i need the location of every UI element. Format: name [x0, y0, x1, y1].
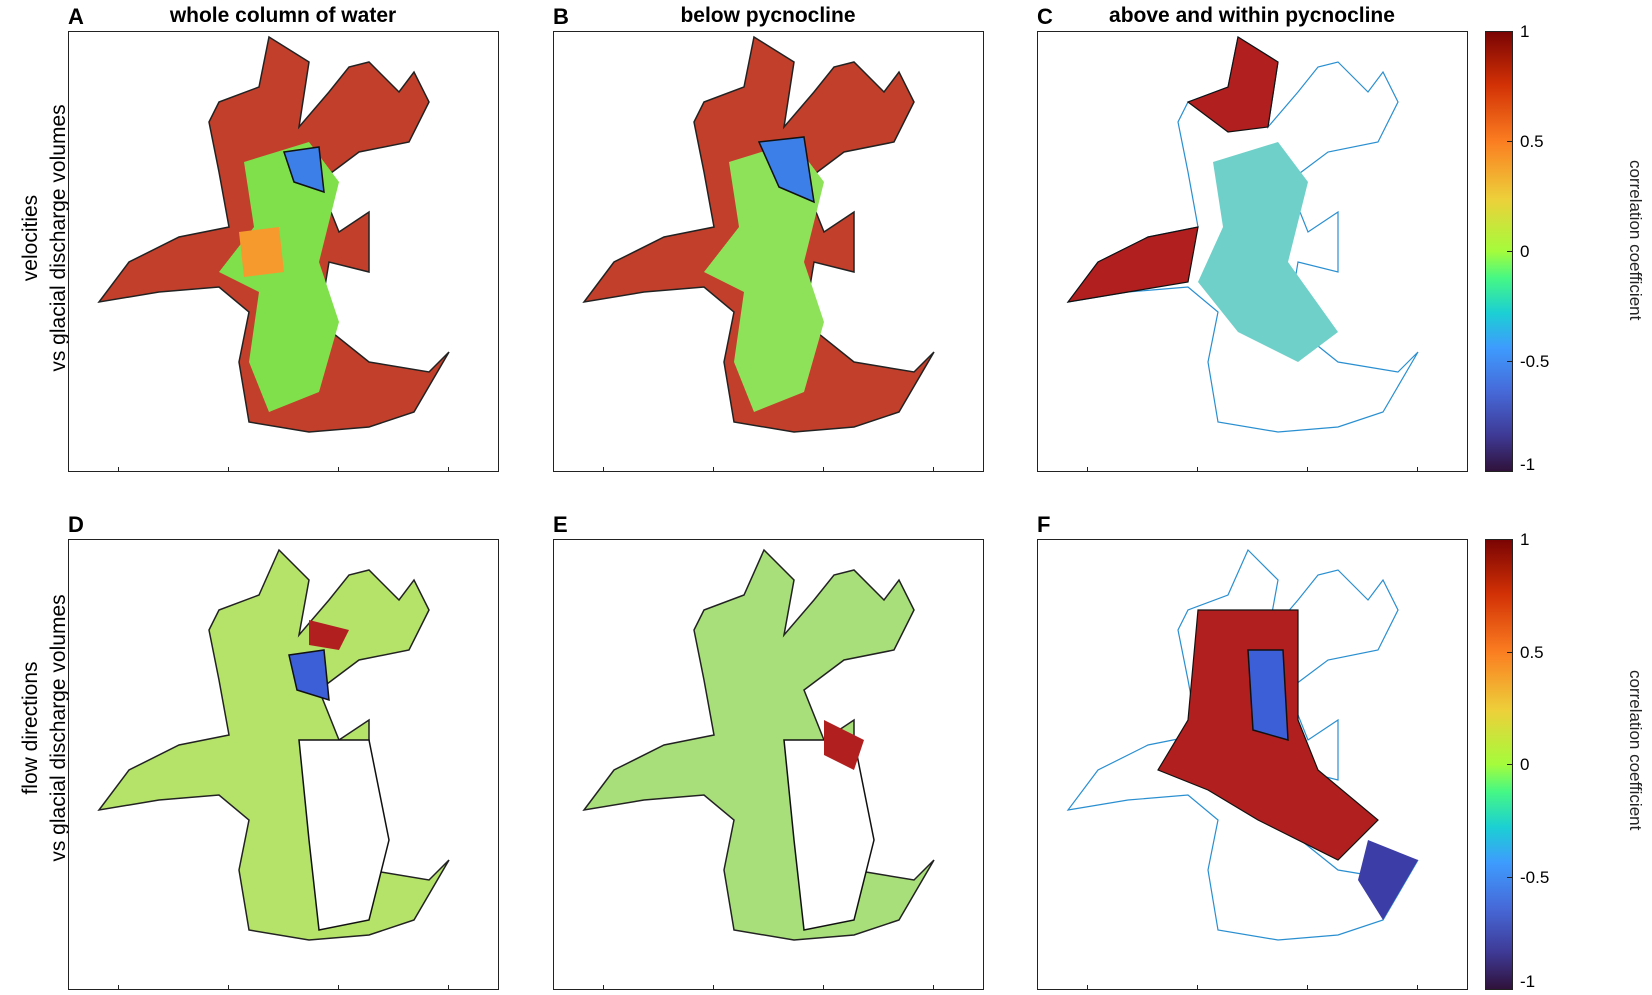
colorbar-tick-label: 0.5	[1520, 643, 1544, 662]
colorbar-tick-label: -1	[1520, 972, 1536, 991]
blue-pocket	[757, 136, 815, 204]
x-tick	[1087, 467, 1088, 472]
map-heatmap	[1066, 548, 1419, 941]
colorbar-tick-label: -1	[1520, 455, 1536, 474]
colorbar-tick	[1507, 361, 1513, 362]
map-heatmap	[1066, 36, 1419, 433]
x-tick	[933, 985, 934, 990]
x-tick	[823, 985, 824, 990]
red-headwater	[1186, 36, 1279, 133]
map-heatmap	[97, 548, 450, 941]
x-tick	[338, 985, 339, 990]
blue-mouth	[1358, 840, 1418, 920]
red-patch	[824, 720, 864, 770]
panel-title: whole column of water	[169, 4, 397, 27]
colorbar-tick-label: 0	[1520, 755, 1530, 774]
row-label-line1: flow directions	[19, 661, 42, 795]
colorbar-tick	[1507, 251, 1513, 252]
x-tick	[118, 467, 119, 472]
red-arm	[1066, 226, 1199, 303]
panel-title: above and within pycnocline	[1109, 4, 1395, 27]
green-core	[219, 142, 339, 412]
panel-letter: A	[68, 4, 84, 29]
fjord-outline	[97, 548, 450, 941]
colorbar-tick	[1507, 764, 1513, 765]
colorbar-tick-label: 1	[1520, 22, 1530, 41]
map-heatmap	[97, 35, 450, 433]
x-tick	[228, 467, 229, 472]
x-tick	[1307, 467, 1308, 472]
colorbar-label: correlation coefficient	[1626, 670, 1645, 831]
orange-band	[239, 227, 284, 277]
colorbar-tick-label: 0.5	[1520, 132, 1544, 151]
panel-letter: D	[68, 512, 84, 537]
colorbar-tick-label: -0.5	[1520, 352, 1550, 371]
row-label-velocities: velocities vs glacial discharge volumes	[17, 73, 73, 403]
x-tick	[1197, 985, 1198, 990]
x-tick	[338, 467, 339, 472]
map-heatmap	[582, 548, 935, 941]
x-tick	[1417, 985, 1418, 990]
x-tick	[823, 467, 824, 472]
colorbar-tick	[1507, 652, 1513, 653]
fjord-outline	[582, 548, 935, 941]
colorbar-tick	[1507, 877, 1513, 878]
map-heatmap	[582, 35, 935, 433]
x-tick	[228, 985, 229, 990]
x-tick	[448, 467, 449, 472]
row-label-line1: velocities	[19, 194, 42, 282]
x-tick	[118, 985, 119, 990]
plot-area	[553, 539, 984, 990]
x-tick	[713, 467, 714, 472]
red-patch	[309, 620, 349, 650]
panel-letter: B	[553, 4, 569, 29]
x-tick	[933, 467, 934, 472]
plot-area	[553, 31, 984, 472]
plot-area	[1037, 31, 1468, 472]
plot-area	[68, 31, 499, 472]
colorbar-tick	[1507, 539, 1513, 540]
colorbar-tick	[1507, 31, 1513, 32]
colorbar-tick-label: 1	[1520, 530, 1530, 549]
green-core	[704, 142, 824, 412]
x-tick	[1417, 467, 1418, 472]
x-tick	[603, 985, 604, 990]
x-tick	[713, 985, 714, 990]
plot-area	[1037, 539, 1468, 990]
x-tick	[1087, 985, 1088, 990]
colored-channel	[1198, 142, 1338, 362]
x-tick	[448, 985, 449, 990]
colorbar-tick-label: -0.5	[1520, 868, 1550, 887]
plot-area	[68, 539, 499, 990]
blue-pocket	[283, 146, 325, 194]
colorbar-label: correlation coefficient	[1626, 160, 1645, 321]
row-label-flow-directions: flow directions vs glacial discharge vol…	[17, 563, 73, 893]
panel-letter: E	[553, 512, 568, 537]
panel-title: below pycnocline	[680, 4, 856, 27]
colorbar-tick	[1507, 141, 1513, 142]
colorbar-tick-label: 0	[1520, 242, 1530, 261]
blue-pocket	[288, 649, 330, 702]
x-tick	[1197, 467, 1198, 472]
panel-letter: F	[1037, 512, 1051, 537]
blue-pocket	[1247, 649, 1289, 742]
panel-letter: C	[1037, 4, 1053, 29]
x-tick	[603, 467, 604, 472]
white-channel	[298, 739, 390, 931]
x-tick	[1307, 985, 1308, 990]
